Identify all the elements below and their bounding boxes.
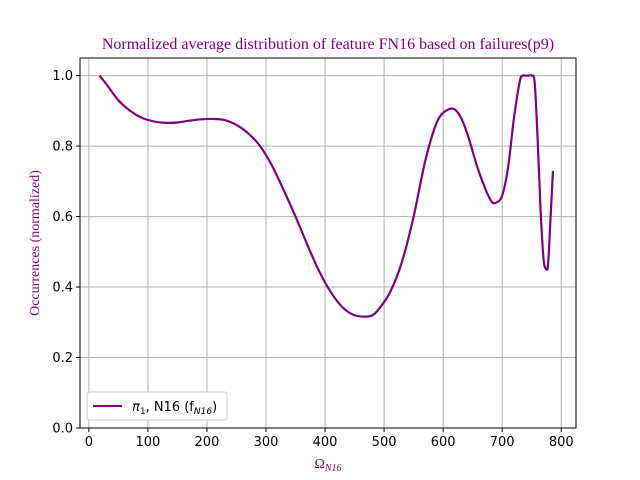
plot-frame xyxy=(79,57,577,429)
x-ticks: 0 100 200 300 400 500 600 700 800 xyxy=(85,428,574,450)
x-tick-label: 100 xyxy=(135,435,160,450)
y-tick-label: 0.0 xyxy=(52,422,73,437)
y-axis-label: Occurrences (normalized) xyxy=(28,170,43,316)
legend: π1, N16 (fN16) xyxy=(86,391,228,421)
x-tick-label: 500 xyxy=(372,435,397,450)
y-tick-label: 0.6 xyxy=(52,210,73,225)
legend-box xyxy=(86,391,228,421)
x-tick-label: 700 xyxy=(490,435,515,450)
y-tick-label: 0.4 xyxy=(52,281,73,296)
x-tick-label: 0 xyxy=(85,435,93,450)
legend-label: π1, N16 (fN16) xyxy=(132,400,217,417)
x-tick-label: 400 xyxy=(313,435,338,450)
grid xyxy=(80,58,576,429)
y-tick-label: 1.0 xyxy=(52,69,73,84)
y-ticks: 0.0 0.2 0.4 0.6 0.8 1.0 xyxy=(52,69,80,437)
x-axis-label: ΩN16 xyxy=(314,457,341,474)
y-tick-label: 0.8 xyxy=(52,140,73,155)
series-group xyxy=(98,74,555,318)
x-tick-label: 200 xyxy=(195,435,220,450)
chart-title: Normalized average distribution of featu… xyxy=(102,36,554,53)
x-tick-label: 600 xyxy=(431,435,456,450)
series-line xyxy=(98,74,555,318)
x-tick-label: 300 xyxy=(254,435,279,450)
x-tick-label: 800 xyxy=(549,435,574,450)
y-tick-label: 0.2 xyxy=(52,351,73,366)
